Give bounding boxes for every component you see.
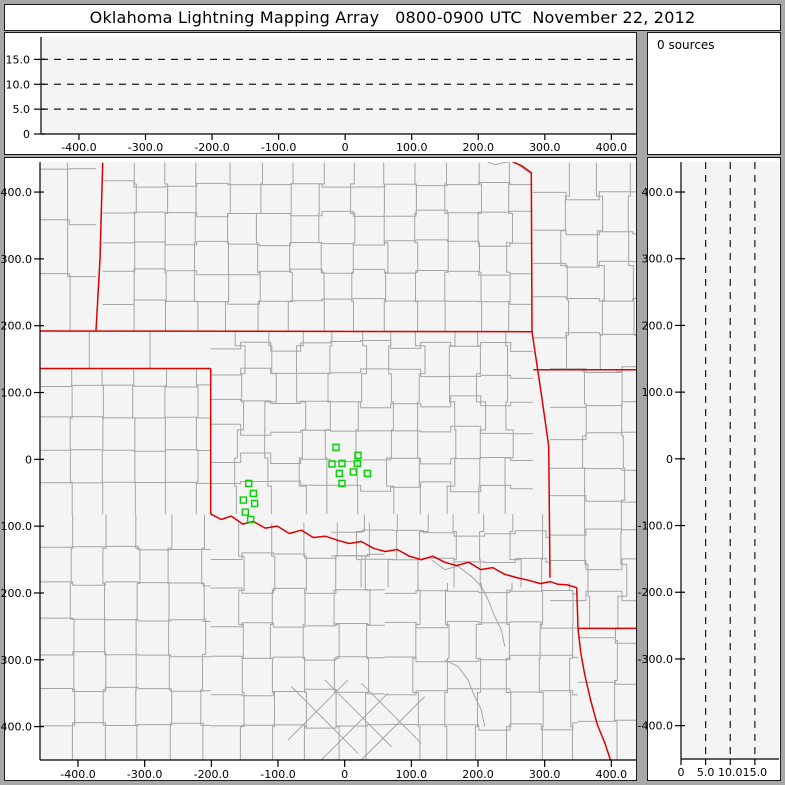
altitude-ns-panel[interactable] bbox=[647, 157, 781, 781]
title-panel: Oklahoma Lightning Mapping Array 0800-09… bbox=[4, 4, 781, 31]
page-title: Oklahoma Lightning Mapping Array 0800-09… bbox=[89, 8, 696, 27]
altitude-ew-panel[interactable] bbox=[4, 32, 637, 155]
sources-panel: 0 sources bbox=[647, 32, 781, 155]
plan-view-map-panel[interactable] bbox=[4, 157, 637, 781]
source-count-label: 0 sources bbox=[657, 38, 715, 52]
